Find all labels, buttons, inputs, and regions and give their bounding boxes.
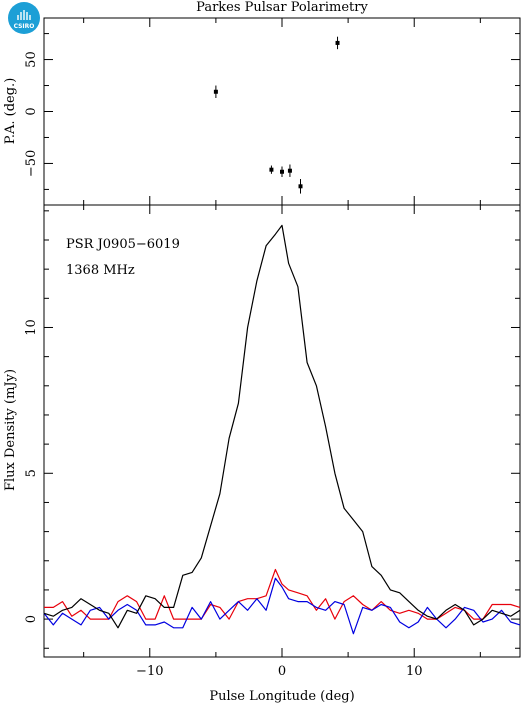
frequency-label: 1368 MHz bbox=[66, 263, 135, 278]
pa-point bbox=[213, 85, 218, 98]
y-tick-label: 5 bbox=[24, 469, 39, 477]
y-tick-label: 0 bbox=[24, 107, 39, 115]
pa-marker bbox=[280, 169, 284, 174]
pa-ticks: −50 0 50 bbox=[24, 18, 520, 205]
x-tick-label: 0 bbox=[278, 664, 286, 679]
pa-point bbox=[280, 166, 284, 177]
y-tick-label: 50 bbox=[24, 51, 39, 68]
pa-point bbox=[287, 164, 292, 177]
flux-ylabel: Flux Density (mJy) bbox=[3, 369, 18, 491]
pa-panel: −50 0 50 P.A. (deg.) bbox=[3, 17, 521, 206]
csiro-logo: CSIRO bbox=[8, 2, 40, 34]
x-tick-label: 10 bbox=[406, 664, 423, 679]
linear-polarisation-line bbox=[44, 568, 521, 620]
flux-ticks: −10 0 10 0 5 10 bbox=[24, 205, 520, 679]
flux-xlabel: Pulse Longitude (deg) bbox=[209, 689, 354, 704]
y-tick-label: −50 bbox=[24, 150, 39, 177]
pa-points bbox=[213, 36, 340, 194]
total-intensity-line bbox=[43, 224, 521, 629]
x-tick-label: −10 bbox=[136, 664, 163, 679]
y-tick-label: 0 bbox=[24, 615, 39, 623]
pa-marker bbox=[213, 89, 218, 94]
csiro-logo-bars bbox=[17, 10, 31, 20]
y-tick-label: 10 bbox=[24, 319, 39, 336]
pa-point bbox=[269, 165, 274, 174]
pa-point bbox=[298, 179, 303, 194]
pa-point bbox=[335, 36, 340, 50]
pa-marker bbox=[298, 184, 303, 189]
chart-title: Parkes Pulsar Polarimetry bbox=[196, 0, 368, 15]
pa-ylabel: P.A. (deg.) bbox=[3, 78, 18, 145]
pulsar-name: PSR J0905−6019 bbox=[66, 237, 180, 252]
flux-lines bbox=[43, 224, 521, 635]
circular-polarisation-line bbox=[43, 577, 521, 635]
csiro-logo-text: CSIRO bbox=[14, 23, 35, 30]
pa-marker bbox=[335, 40, 340, 45]
pa-marker bbox=[269, 167, 274, 172]
pa-marker bbox=[287, 168, 292, 173]
flux-panel: −10 0 10 0 5 10 PSR J0905−6019 1368 MHz Flux … bbox=[3, 204, 521, 704]
